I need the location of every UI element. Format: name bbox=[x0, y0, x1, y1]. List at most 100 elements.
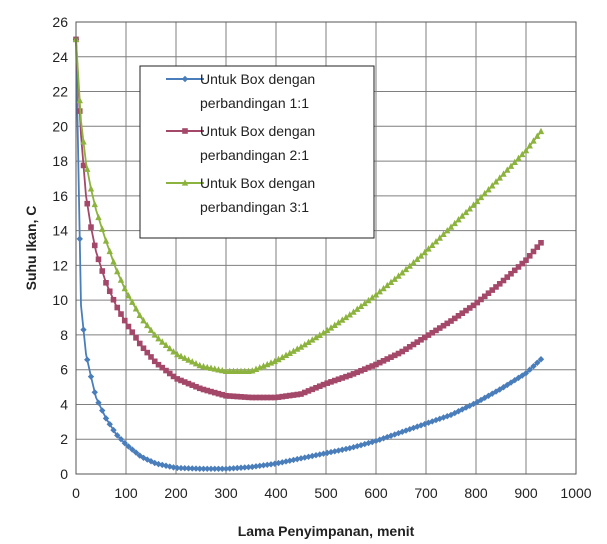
series-point bbox=[301, 340, 308, 348]
series-point bbox=[204, 465, 211, 472]
series-point bbox=[444, 226, 451, 234]
y-tick-label: 24 bbox=[52, 49, 68, 65]
series-point bbox=[174, 376, 181, 382]
series-point bbox=[84, 200, 91, 207]
series-point bbox=[121, 284, 128, 292]
series-point bbox=[421, 334, 428, 341]
series-point bbox=[99, 407, 106, 414]
series-point bbox=[466, 205, 473, 212]
series-point bbox=[103, 279, 109, 286]
series-point bbox=[286, 392, 293, 399]
series-point bbox=[534, 359, 541, 366]
series-point bbox=[215, 390, 222, 397]
series-point bbox=[373, 361, 379, 368]
series-point bbox=[290, 347, 297, 354]
series-layer bbox=[72, 35, 545, 472]
series-point bbox=[357, 302, 365, 310]
series-point bbox=[211, 389, 218, 396]
series-point bbox=[421, 248, 428, 256]
series-point bbox=[166, 344, 173, 352]
series-point bbox=[369, 363, 376, 369]
series-2 bbox=[73, 36, 544, 401]
series-point bbox=[99, 268, 106, 274]
y-tick-label: 8 bbox=[60, 327, 68, 343]
series-point bbox=[159, 364, 166, 371]
series-point bbox=[511, 158, 518, 165]
x-tick-label: 500 bbox=[314, 485, 338, 501]
x-tick-label: 0 bbox=[72, 485, 80, 501]
series-point bbox=[238, 394, 244, 400]
series-point bbox=[192, 465, 200, 472]
series-point bbox=[489, 287, 496, 293]
legend-label: perbandingan 3:1 bbox=[200, 199, 309, 215]
legend-label: perbandingan 1:1 bbox=[200, 95, 309, 111]
series-point bbox=[316, 331, 323, 338]
series-point bbox=[174, 464, 181, 472]
legend-label: Untuk Box dengan bbox=[200, 123, 315, 139]
series-point bbox=[350, 371, 357, 377]
legend-label: perbandingan 2:1 bbox=[200, 147, 309, 163]
series-point bbox=[91, 200, 98, 208]
series-point bbox=[380, 358, 387, 364]
series-point bbox=[455, 313, 462, 319]
series-point bbox=[496, 174, 503, 181]
series-point bbox=[339, 375, 346, 381]
series-point bbox=[361, 299, 368, 307]
series-point bbox=[500, 277, 507, 284]
series-point bbox=[320, 329, 327, 336]
series-point bbox=[256, 394, 263, 401]
series-point bbox=[537, 356, 545, 363]
series-point bbox=[129, 329, 136, 335]
series-point bbox=[335, 318, 342, 326]
series-point bbox=[358, 367, 364, 374]
series-point bbox=[178, 377, 184, 384]
series-point bbox=[447, 223, 455, 230]
series-point bbox=[200, 465, 207, 472]
series-point bbox=[466, 305, 473, 311]
series-point bbox=[481, 293, 488, 300]
series-point bbox=[309, 336, 316, 343]
series-point bbox=[174, 350, 181, 358]
series-point bbox=[132, 305, 140, 312]
series-point bbox=[102, 237, 110, 244]
series-point bbox=[181, 354, 188, 361]
series-point bbox=[440, 230, 447, 238]
series-point bbox=[425, 245, 432, 252]
series-point bbox=[144, 349, 151, 356]
series-point bbox=[84, 165, 91, 172]
series-point bbox=[485, 290, 492, 296]
legend-marker bbox=[181, 179, 189, 186]
y-tick-label: 0 bbox=[60, 466, 68, 482]
series-point bbox=[470, 302, 477, 309]
series-point bbox=[477, 193, 485, 201]
series-point bbox=[181, 465, 188, 472]
series-point bbox=[433, 327, 439, 334]
series-point bbox=[211, 365, 218, 372]
series-point bbox=[196, 465, 203, 472]
series-point bbox=[530, 248, 537, 255]
x-tick-label: 200 bbox=[164, 485, 188, 501]
series-point bbox=[253, 394, 259, 401]
series-point bbox=[129, 298, 136, 305]
series-point bbox=[163, 367, 169, 374]
series-point bbox=[181, 379, 188, 385]
series-point bbox=[538, 239, 544, 246]
series-point bbox=[76, 96, 83, 104]
series-point bbox=[245, 464, 252, 471]
series-point bbox=[271, 394, 278, 401]
series-point bbox=[211, 465, 218, 472]
series-point bbox=[159, 461, 166, 469]
series-point bbox=[462, 208, 470, 216]
series-point bbox=[151, 358, 158, 365]
series-point bbox=[474, 197, 481, 205]
series-point bbox=[537, 127, 545, 135]
series-point bbox=[436, 325, 443, 331]
series-point bbox=[286, 349, 293, 356]
series-point bbox=[196, 361, 203, 369]
series-point bbox=[530, 137, 537, 144]
series-point bbox=[508, 270, 514, 277]
series-point bbox=[534, 244, 541, 250]
series-point bbox=[222, 465, 230, 472]
series-point bbox=[144, 456, 151, 463]
series-point bbox=[260, 394, 267, 401]
